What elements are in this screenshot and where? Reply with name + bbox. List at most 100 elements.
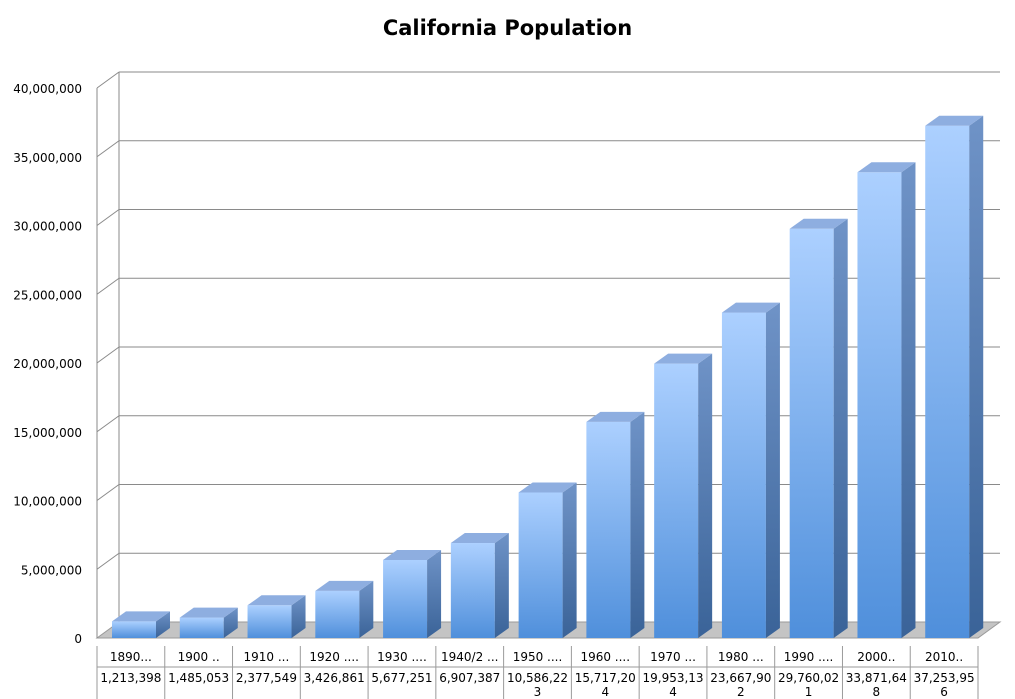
category-label: 1970 ...: [650, 650, 696, 664]
bar-front: [247, 605, 292, 638]
bar: [789, 218, 848, 638]
bar: [721, 302, 780, 638]
bar-front: [315, 590, 360, 638]
bar: [112, 611, 170, 638]
bar-front: [518, 492, 563, 638]
y-tick-label: 10,000,000: [13, 495, 82, 509]
value-label: 3: [534, 685, 542, 699]
value-label: 6: [940, 685, 948, 699]
value-label: 4: [601, 685, 609, 699]
category-label: 1980 ...: [718, 650, 764, 664]
bar-side: [562, 482, 577, 638]
gridline-diagonal: [96, 415, 120, 433]
y-tick-label: 25,000,000: [13, 288, 82, 302]
bar: [247, 595, 306, 638]
y-tick-labels: 0 5,000,000 10,000,000 15,000,000 20,000,000…: [13, 82, 82, 646]
bar-side: [765, 302, 780, 638]
y-tick-label: 20,000,000: [13, 357, 82, 371]
chart-title: California Population: [382, 16, 633, 40]
bar: [654, 353, 713, 638]
gridline-diagonal: [96, 484, 120, 501]
category-label: 2010..: [925, 650, 963, 664]
bar-top: [247, 595, 306, 606]
bar-side: [427, 549, 442, 638]
bar: [857, 162, 916, 639]
bar: [179, 607, 238, 638]
category-label: 1930 ....: [377, 650, 427, 664]
category-label: 1990 ....: [784, 650, 834, 664]
bar-front: [654, 363, 699, 638]
value-label: 15,717,20: [575, 671, 636, 685]
bar-top: [654, 353, 713, 364]
y-tick-label: 40,000,000: [13, 82, 82, 96]
gridline-diagonal: [96, 140, 120, 158]
category-label: 2000..: [857, 650, 895, 664]
bar-top: [315, 580, 374, 591]
bar-front: [383, 559, 428, 638]
bar: [450, 533, 509, 638]
bar-front: [112, 621, 156, 638]
value-label: 23,667,90: [710, 671, 771, 685]
bar-top: [518, 482, 577, 493]
bar-top: [450, 533, 509, 544]
bar-side: [223, 607, 238, 638]
bar: [315, 580, 374, 638]
bars: [112, 115, 984, 639]
category-label: 1920 ....: [309, 650, 359, 664]
value-label: 2,377,549: [236, 671, 297, 685]
bar-front: [789, 228, 834, 638]
gridline-diagonal: [96, 552, 120, 570]
y-tick-label: 30,000,000: [13, 220, 82, 234]
value-label: 1,485,053: [168, 671, 229, 685]
category-label: 1910 ...: [244, 650, 290, 664]
y-tick-label: 5,000,000: [21, 563, 82, 577]
bar-front: [925, 125, 970, 638]
bar-top: [179, 607, 238, 618]
value-label: 19,953,13: [642, 671, 703, 685]
bar-side: [969, 115, 984, 638]
value-label: 2: [737, 685, 745, 699]
value-label: 3,426,861: [304, 671, 365, 685]
category-label: 1900 ..: [178, 650, 220, 664]
bar-top: [857, 162, 916, 173]
value-label: 1,213,398: [100, 671, 161, 685]
value-label: 33,871,64: [846, 671, 907, 685]
bar-top: [112, 611, 170, 622]
bar-side: [630, 411, 645, 638]
category-label: 1950 ....: [513, 650, 563, 664]
bar-side: [901, 162, 916, 639]
value-label: 4: [669, 685, 677, 699]
category-label: 1890...: [110, 650, 152, 664]
y-tick-label: 15,000,000: [13, 426, 82, 440]
bar-side: [833, 218, 848, 638]
value-label: 5,677,251: [371, 671, 432, 685]
bar-side: [359, 580, 374, 638]
bar-front: [179, 617, 224, 638]
bar: [518, 482, 577, 638]
bar-top: [789, 218, 848, 229]
bar-side: [291, 595, 306, 638]
data-table: 1890... 1900 .. 1910 ... 1920 .... 1930 ....…: [96, 646, 979, 699]
bar: [925, 115, 984, 638]
value-label: 6,907,387: [439, 671, 500, 685]
bar-side: [494, 533, 509, 638]
bar-top: [721, 302, 780, 313]
bar-front: [721, 312, 766, 638]
bar-side: [156, 611, 170, 638]
value-label: 10,586,22: [507, 671, 568, 685]
bar-top: [586, 411, 645, 422]
y-tick-label: 0: [74, 632, 82, 646]
value-label: 1: [805, 685, 813, 699]
y-tick-label: 35,000,000: [13, 151, 82, 165]
gridline-diagonal: [96, 277, 120, 295]
bar-top: [383, 549, 442, 560]
bar-front: [586, 421, 631, 638]
value-label: 29,760,02: [778, 671, 839, 685]
gridline-diagonal: [96, 346, 120, 364]
bar: [586, 411, 645, 638]
gridline-diagonal: [96, 71, 120, 89]
category-label: 1960 ....: [580, 650, 630, 664]
value-label: 8: [873, 685, 881, 699]
gridline-diagonal: [96, 209, 120, 226]
